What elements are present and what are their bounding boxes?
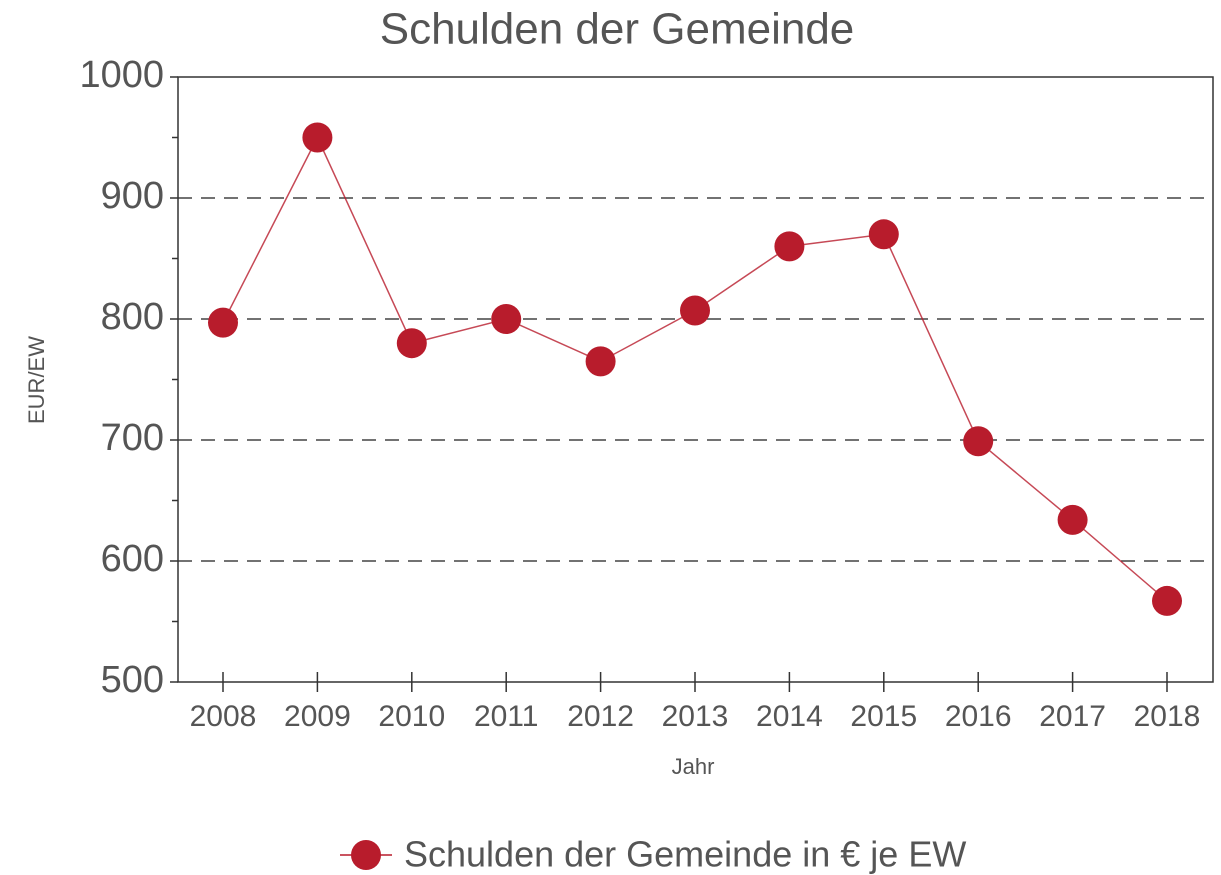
- data-point: [868, 219, 899, 250]
- data-point: [585, 346, 616, 377]
- y-tick-label: 900: [101, 175, 164, 217]
- data-point: [680, 295, 710, 326]
- y-tick-label: 1000: [79, 54, 164, 96]
- legend-marker: [351, 840, 381, 870]
- x-tick-label: 2013: [662, 700, 729, 733]
- x-tick-label: 2017: [1039, 700, 1106, 733]
- x-tick-label: 2008: [190, 700, 257, 733]
- x-tick-label: 2014: [756, 700, 823, 733]
- x-tick-label: 2011: [474, 700, 539, 733]
- series-line: [222, 135, 1168, 602]
- legend-label: Schulden der Gemeinde in € je EW: [404, 834, 966, 875]
- plot-frame: [177, 76, 1214, 683]
- x-tick-label: 2015: [850, 700, 917, 733]
- data-point: [963, 426, 994, 457]
- x-tick-label: 2009: [284, 700, 351, 733]
- y-tick-label: 600: [101, 538, 164, 580]
- y-tick-label: 800: [101, 296, 164, 338]
- y-tick-label: 700: [101, 417, 164, 459]
- data-point: [491, 304, 522, 334]
- x-tick-label: 2018: [1134, 700, 1201, 733]
- data-point: [302, 122, 333, 153]
- x-axis-label: Jahr: [672, 754, 715, 779]
- x-tick-label: 2012: [567, 700, 634, 733]
- y-axis-label: EUR/EW: [24, 336, 49, 424]
- data-point: [1057, 504, 1088, 535]
- data-point: [396, 328, 427, 359]
- y-tick-label: 500: [101, 659, 164, 701]
- x-tick-label: 2016: [945, 700, 1012, 733]
- x-tick-label: 2010: [378, 700, 445, 733]
- data-point: [208, 307, 238, 338]
- data-point: [1152, 585, 1182, 616]
- chart-title: Schulden der Gemeinde: [380, 5, 855, 54]
- data-point: [774, 231, 805, 262]
